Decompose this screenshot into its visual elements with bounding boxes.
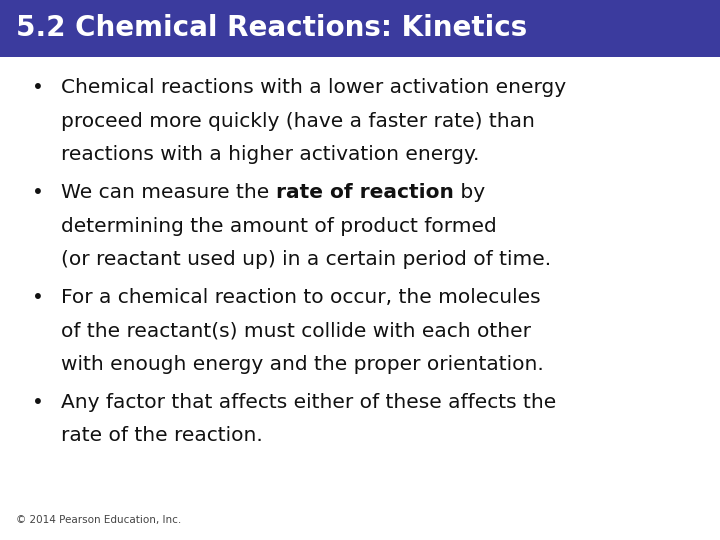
Text: •: • bbox=[32, 393, 44, 411]
Text: (or reactant used up) in a certain period of time.: (or reactant used up) in a certain perio… bbox=[61, 250, 552, 269]
Text: rate of the reaction.: rate of the reaction. bbox=[61, 426, 263, 445]
Text: rate of reaction: rate of reaction bbox=[276, 183, 454, 202]
Text: of the reactant(s) must collide with each other: of the reactant(s) must collide with eac… bbox=[61, 321, 531, 340]
Bar bbox=[0, 0, 720, 57]
Text: 5.2 Chemical Reactions: Kinetics: 5.2 Chemical Reactions: Kinetics bbox=[16, 15, 527, 42]
Text: by: by bbox=[454, 183, 485, 202]
Text: Any factor that affects either of these affects the: Any factor that affects either of these … bbox=[61, 393, 557, 411]
Text: Chemical reactions with a lower activation energy: Chemical reactions with a lower activati… bbox=[61, 78, 567, 97]
Text: with enough energy and the proper orientation.: with enough energy and the proper orient… bbox=[61, 355, 544, 374]
Text: •: • bbox=[32, 78, 44, 97]
Text: •: • bbox=[32, 288, 44, 307]
Text: proceed more quickly (have a faster rate) than: proceed more quickly (have a faster rate… bbox=[61, 112, 535, 131]
Text: •: • bbox=[32, 183, 44, 202]
Text: We can measure the: We can measure the bbox=[61, 183, 276, 202]
Text: determining the amount of product formed: determining the amount of product formed bbox=[61, 217, 497, 235]
Text: For a chemical reaction to occur, the molecules: For a chemical reaction to occur, the mo… bbox=[61, 288, 541, 307]
Text: reactions with a higher activation energy.: reactions with a higher activation energ… bbox=[61, 145, 480, 164]
Text: © 2014 Pearson Education, Inc.: © 2014 Pearson Education, Inc. bbox=[16, 515, 181, 525]
